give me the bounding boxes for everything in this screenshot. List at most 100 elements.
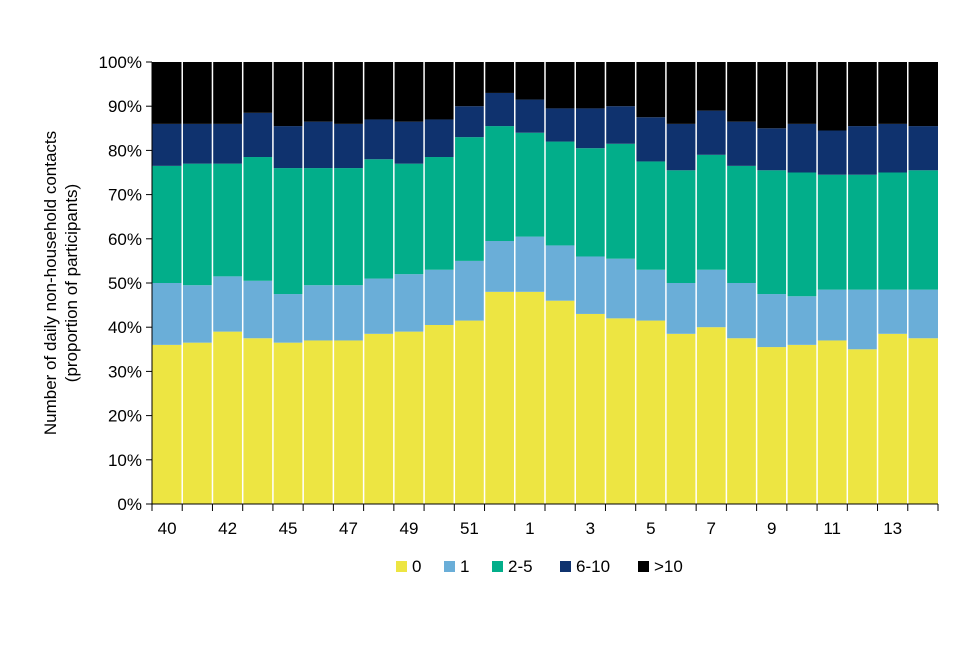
bar-segment-45-series-4 bbox=[272, 62, 304, 127]
bar-segment-10-series-0 bbox=[786, 344, 818, 504]
bar-segment-13-series-0 bbox=[877, 333, 908, 504]
legend-label: 6-10 bbox=[576, 557, 610, 576]
bar-segment-51-series-1 bbox=[454, 260, 485, 321]
legend-item-3: 6-10 bbox=[560, 557, 610, 576]
bar-segment-50-series-1 bbox=[424, 269, 455, 325]
bar-segment-7-series-3 bbox=[696, 110, 727, 155]
bar-segment-51-series-2 bbox=[454, 137, 485, 261]
bar-segment-40-series-1 bbox=[152, 283, 183, 345]
bar-segment-45-series-2 bbox=[272, 168, 304, 295]
legend-label: >10 bbox=[654, 557, 683, 576]
bar-segment-6-series-2 bbox=[665, 170, 697, 283]
bar-segment-2-series-1 bbox=[545, 245, 576, 301]
legend-item-2: 2-5 bbox=[492, 557, 533, 576]
x-tick-label: 3 bbox=[586, 519, 595, 538]
bar-segment-14-series-3 bbox=[907, 126, 938, 171]
bar-segment-7-series-2 bbox=[696, 154, 727, 270]
y-tick-label: 90% bbox=[108, 97, 142, 116]
y-axis-title-line: Number of daily non-household contacts bbox=[41, 131, 60, 435]
bar-segment-48-series-1 bbox=[363, 278, 394, 334]
bar-segment-6-series-1 bbox=[665, 283, 697, 334]
bar-segment-51-series-4 bbox=[454, 62, 485, 107]
bar-segment-2-series-2 bbox=[545, 141, 576, 246]
bar-segment-53-series-0 bbox=[484, 291, 515, 504]
bar-segment-49-series-0 bbox=[393, 331, 425, 504]
bar-segment-11-series-4 bbox=[817, 62, 848, 131]
legend-label: 1 bbox=[460, 557, 469, 576]
bar-segment-41-series-2 bbox=[182, 163, 213, 286]
y-axis-title-line: (proportion of participants) bbox=[62, 184, 81, 382]
bar-segment-50-series-4 bbox=[424, 62, 455, 120]
bar-segment-49-series-3 bbox=[393, 121, 425, 164]
bar-segment-49-series-1 bbox=[393, 274, 425, 332]
bar-segment-7-series-0 bbox=[696, 327, 727, 504]
bar-segment-11-series-3 bbox=[817, 130, 848, 175]
bar-segment-10-series-4 bbox=[786, 62, 818, 124]
y-tick-label: 30% bbox=[108, 362, 142, 381]
x-tick-label: 49 bbox=[400, 519, 419, 538]
bar-segment-11-series-0 bbox=[817, 340, 848, 504]
bar-segment-12-series-4 bbox=[847, 62, 878, 127]
bar-segment-47-series-4 bbox=[333, 62, 364, 124]
legend-item-0: 0 bbox=[396, 557, 421, 576]
bar-segment-50-series-3 bbox=[424, 119, 455, 158]
bar-segment-47-series-1 bbox=[333, 285, 364, 341]
bar-segment-13-series-2 bbox=[877, 172, 908, 290]
bar-segment-13-series-3 bbox=[877, 123, 908, 173]
bar-segment-8-series-1 bbox=[726, 283, 757, 339]
bar-segment-6-series-4 bbox=[665, 62, 697, 124]
bar-segment-12-series-3 bbox=[847, 126, 878, 175]
x-tick-label: 9 bbox=[767, 519, 776, 538]
bar-segment-8-series-3 bbox=[726, 121, 757, 166]
bar-segment-14-series-0 bbox=[907, 338, 938, 504]
bar-segment-42-series-1 bbox=[212, 276, 243, 332]
bar-segment-9-series-1 bbox=[756, 294, 787, 348]
y-tick-label: 40% bbox=[108, 318, 142, 337]
legend-swatch bbox=[444, 561, 455, 572]
x-tick-label: 1 bbox=[525, 519, 534, 538]
x-tick-label: 45 bbox=[279, 519, 298, 538]
bar-segment-4-series-0 bbox=[605, 318, 636, 504]
bar-segment-3-series-2 bbox=[575, 148, 606, 257]
legend: 0 1 2-5 6-10 >10 bbox=[396, 557, 683, 576]
bar-segment-7-series-4 bbox=[696, 62, 727, 111]
y-tick-label: 10% bbox=[108, 451, 142, 470]
bar-segment-13-series-4 bbox=[877, 62, 908, 124]
legend-swatch bbox=[560, 561, 571, 572]
bar-segment-40-series-0 bbox=[152, 344, 183, 504]
bar-segment-48-series-3 bbox=[363, 119, 394, 160]
bar-segment-14-series-4 bbox=[907, 62, 938, 127]
bar-segment-42-series-2 bbox=[212, 163, 243, 277]
bar-segment-5-series-4 bbox=[635, 62, 666, 118]
bar-segment-4-series-4 bbox=[605, 62, 636, 107]
bar-segment-46-series-3 bbox=[303, 121, 334, 169]
bar-segment-42-series-0 bbox=[212, 331, 243, 504]
bar-segment-5-series-1 bbox=[635, 269, 666, 321]
bar-segment-48-series-2 bbox=[363, 159, 394, 279]
bar-segment-49-series-4 bbox=[393, 62, 425, 122]
bar-segment-6-series-0 bbox=[665, 333, 697, 504]
bar-segment-43-series-0 bbox=[242, 338, 273, 504]
bar-segment-53-series-3 bbox=[484, 92, 515, 127]
x-tick-label: 13 bbox=[883, 519, 902, 538]
bar-segment-41-series-3 bbox=[182, 123, 213, 164]
bar-segment-12-series-2 bbox=[847, 174, 878, 290]
bar-segment-4-series-2 bbox=[605, 143, 636, 259]
bar-segment-3-series-1 bbox=[575, 256, 606, 314]
bar-segment-43-series-4 bbox=[242, 62, 273, 113]
y-tick-label: 60% bbox=[108, 230, 142, 249]
bar-segment-4-series-1 bbox=[605, 258, 636, 319]
y-axis-title: Number of daily non-household contacts (p… bbox=[41, 131, 81, 435]
bar-segment-53-series-4 bbox=[484, 62, 515, 93]
y-tick-label: 100% bbox=[99, 53, 142, 72]
bar-segment-43-series-2 bbox=[242, 157, 273, 281]
bar-segment-1-series-3 bbox=[514, 99, 545, 133]
y-tick-label: 80% bbox=[108, 141, 142, 160]
bar-segment-42-series-4 bbox=[212, 62, 243, 124]
bar-segment-45-series-0 bbox=[272, 342, 304, 504]
bar-segment-8-series-4 bbox=[726, 62, 757, 122]
legend-label: 2-5 bbox=[508, 557, 533, 576]
bar-segment-5-series-0 bbox=[635, 320, 666, 504]
bar-segment-8-series-0 bbox=[726, 338, 757, 504]
